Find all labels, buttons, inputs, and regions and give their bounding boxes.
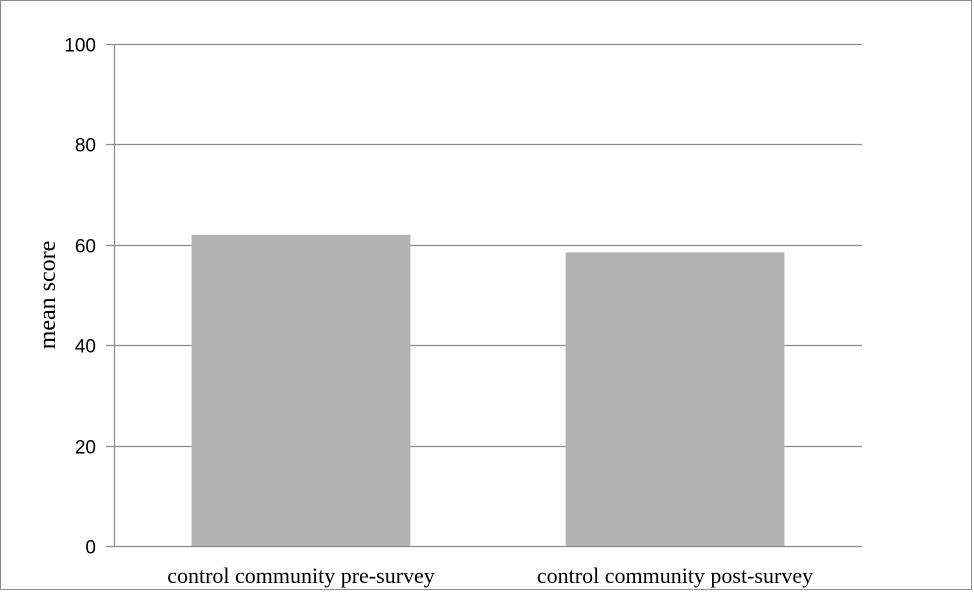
y-axis-title: mean score (35, 241, 61, 350)
y-tick-label-40: 40 (75, 337, 96, 358)
bar-2 (565, 252, 785, 546)
y-tick-label-80: 80 (75, 136, 96, 157)
x-category-label-1: control community pre-survey (167, 563, 435, 588)
y-tick-label-60: 60 (75, 237, 96, 258)
bar-1 (191, 234, 411, 546)
x-category-label-2: control community post-survey (537, 563, 813, 588)
y-axis: 0 20 40 60 80 100 (64, 36, 116, 559)
y-tick-label-0: 0 (85, 538, 96, 559)
x-axis-labels: control community pre-survey control comm… (167, 563, 813, 588)
bars (191, 234, 785, 546)
y-tick-label-20: 20 (75, 438, 96, 459)
y-tick-label-100: 100 (64, 36, 96, 57)
